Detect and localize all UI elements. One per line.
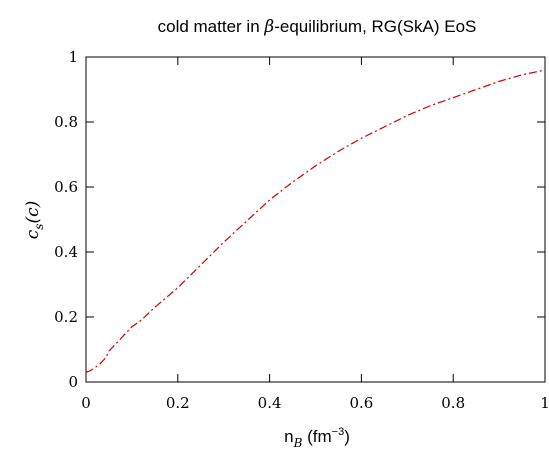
x-tick-label: 0.8 bbox=[441, 394, 465, 412]
x-axis-label: nB (fm−3) bbox=[284, 426, 350, 449]
y-tick-label: 0.2 bbox=[54, 308, 78, 326]
x-tick-label: 0 bbox=[81, 394, 91, 412]
y-tick-label: 0 bbox=[68, 373, 78, 391]
y-axis-label-text: cs(c) bbox=[23, 201, 46, 240]
y-tick-label: 0.8 bbox=[54, 113, 78, 131]
x-tick-label: 0.2 bbox=[166, 394, 190, 412]
x-tick-label: 1 bbox=[540, 394, 549, 412]
x-axis-label-text: nB (fm−3) bbox=[284, 426, 350, 449]
y-axis-label: cs(c) bbox=[23, 201, 46, 240]
series-line bbox=[85, 69, 546, 373]
x-tick-label: 0.4 bbox=[258, 394, 282, 412]
y-tick-label: 0.4 bbox=[54, 243, 78, 261]
chart-title: cold matter in β-equilibrium, RG(SkA) Eo… bbox=[158, 17, 477, 37]
x-tick-label: 0.6 bbox=[349, 394, 373, 412]
x-ticks: 0 0.2 0.4 0.6 0.8 1 bbox=[81, 57, 549, 412]
y-tick-label: 1 bbox=[68, 48, 78, 66]
plot-area bbox=[85, 56, 546, 383]
series-layer bbox=[85, 69, 546, 373]
plot-frame bbox=[85, 56, 546, 383]
y-tick-label: 0.6 bbox=[54, 178, 78, 196]
y-ticks: 0 0.2 0.4 0.6 0.8 1 bbox=[54, 48, 545, 391]
